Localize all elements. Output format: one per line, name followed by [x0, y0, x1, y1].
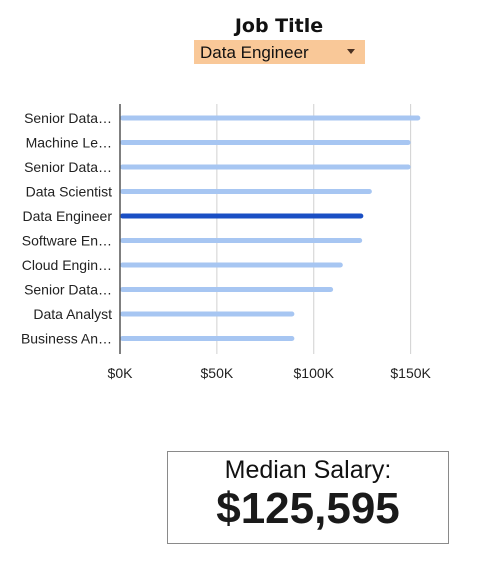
category-label: Data Engineer — [22, 208, 112, 224]
median-salary-label: Median Salary: — [224, 456, 392, 484]
filter-label: Job Title — [234, 15, 324, 37]
job-title-dropdown[interactable]: Data Engineer — [194, 40, 365, 64]
category-label: Data Scientist — [26, 184, 112, 200]
category-label: Senior Data… — [24, 282, 112, 298]
bar[interactable] — [120, 262, 343, 268]
category-label: Machine Le… — [26, 135, 112, 151]
median-salary-card: Median Salary: $125,595 — [167, 451, 449, 544]
category-label: Cloud Engin… — [22, 257, 112, 273]
dropdown-selected-value: Data Engineer — [200, 43, 309, 62]
bar[interactable] — [120, 287, 334, 292]
bar[interactable] — [120, 115, 421, 121]
category-label: Business An… — [21, 331, 112, 347]
category-label: Senior Data… — [24, 159, 112, 175]
bar-highlighted[interactable] — [120, 213, 364, 219]
bar[interactable] — [120, 164, 411, 170]
bar[interactable] — [120, 311, 295, 317]
x-tick-label: $150K — [390, 365, 431, 381]
bar[interactable] — [120, 140, 411, 145]
category-label: Senior Data… — [24, 110, 112, 126]
category-label: Software En… — [22, 233, 112, 249]
median-salary-value: $125,595 — [216, 484, 400, 533]
dropdown-arrow-icon[interactable] — [347, 49, 355, 54]
x-tick-label: $100K — [294, 365, 335, 381]
bar[interactable] — [120, 238, 363, 243]
bar[interactable] — [120, 336, 295, 341]
bar[interactable] — [120, 189, 372, 194]
x-tick-label: $50K — [201, 365, 234, 381]
x-tick-label: $0K — [108, 365, 134, 381]
category-label: Data Analyst — [33, 306, 112, 322]
salary-bar-chart: Senior Data… Machine Le… Senior Data… Data … — [21, 104, 432, 381]
